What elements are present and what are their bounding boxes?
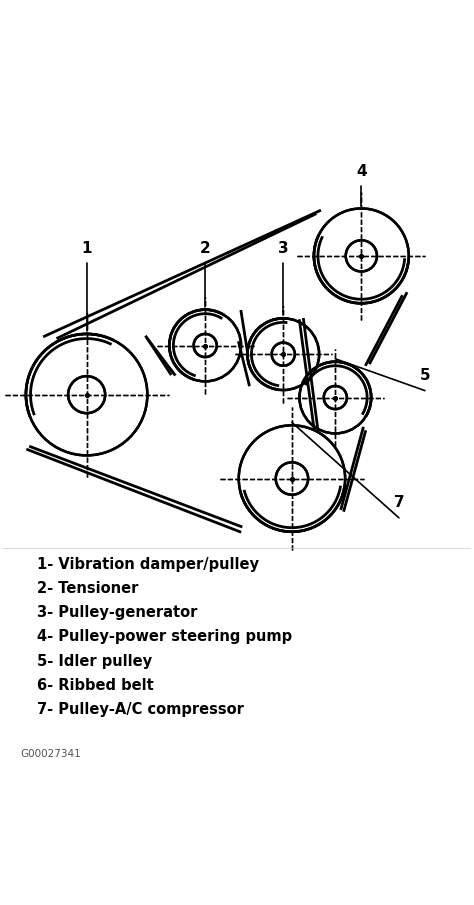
- Text: 4- Pulley-power steering pump: 4- Pulley-power steering pump: [37, 630, 292, 644]
- Text: 3: 3: [278, 241, 289, 256]
- Text: 7: 7: [393, 495, 404, 510]
- Text: G00027341: G00027341: [20, 749, 81, 759]
- Text: 6- Ribbed belt: 6- Ribbed belt: [37, 678, 154, 693]
- Text: 7- Pulley-A/C compressor: 7- Pulley-A/C compressor: [37, 702, 245, 718]
- Text: 2- Tensioner: 2- Tensioner: [37, 581, 139, 595]
- Text: 1- Vibration damper/pulley: 1- Vibration damper/pulley: [37, 557, 259, 572]
- Text: 3- Pulley-generator: 3- Pulley-generator: [37, 605, 198, 620]
- Text: 5- Idler pulley: 5- Idler pulley: [37, 653, 153, 669]
- Text: 2: 2: [200, 241, 210, 256]
- Text: 5: 5: [419, 368, 430, 383]
- Text: 1: 1: [82, 241, 92, 256]
- Text: 4: 4: [356, 164, 367, 179]
